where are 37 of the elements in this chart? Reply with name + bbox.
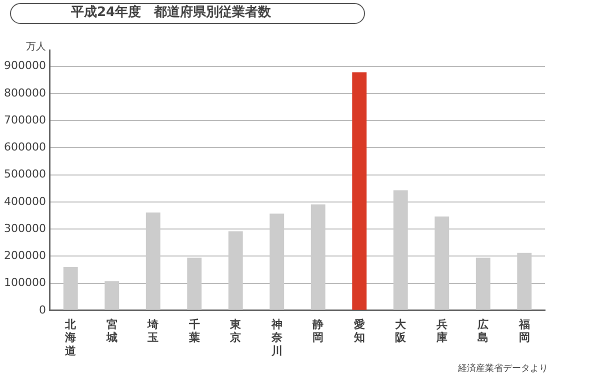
x-tick-label: 宮城	[105, 318, 118, 344]
x-tick-label: 埼玉	[146, 318, 159, 344]
bar	[393, 190, 408, 310]
y-tick-label: 300000	[4, 222, 46, 235]
bar	[476, 258, 490, 310]
y-tick-label: 600000	[4, 140, 46, 154]
bar	[270, 214, 284, 310]
x-tick-label: 広島	[476, 318, 489, 344]
bar	[434, 216, 450, 310]
y-tick-label: 700000	[4, 113, 46, 126]
x-tick-label: 兵庫	[435, 318, 448, 344]
y-tick-label: 200000	[4, 249, 46, 262]
x-tick-label: 千葉	[188, 318, 200, 344]
bar	[187, 258, 202, 310]
x-tick-label: 大阪	[395, 318, 408, 344]
x-tick-label: 北海道	[64, 318, 78, 358]
chart-title: 平成24年度 都道府県別従業者数	[10, 3, 365, 24]
bar	[228, 231, 243, 310]
x-tick-label: 福岡	[518, 318, 530, 344]
x-tick-label: 愛知	[352, 318, 365, 344]
y-tick-label: 500000	[4, 168, 46, 181]
y-tick-label: 100000	[4, 276, 46, 290]
bar	[517, 252, 532, 310]
y-tick-label: 900000	[4, 59, 46, 72]
bar	[104, 281, 120, 310]
x-tick-label: 神奈川	[270, 318, 284, 358]
bar	[146, 212, 160, 310]
x-tick-label: 静岡	[312, 318, 324, 344]
x-tick-label: 東京	[229, 318, 242, 344]
bar	[352, 72, 367, 310]
bar	[63, 267, 78, 310]
y-tick-label: 800000	[4, 86, 46, 100]
y-axis-title: 万人	[26, 42, 46, 53]
bar	[310, 204, 326, 310]
text: 経済産業省データより	[458, 362, 548, 375]
y-tick-label: 0	[38, 303, 46, 316]
y-tick-label: 400000	[4, 194, 46, 208]
